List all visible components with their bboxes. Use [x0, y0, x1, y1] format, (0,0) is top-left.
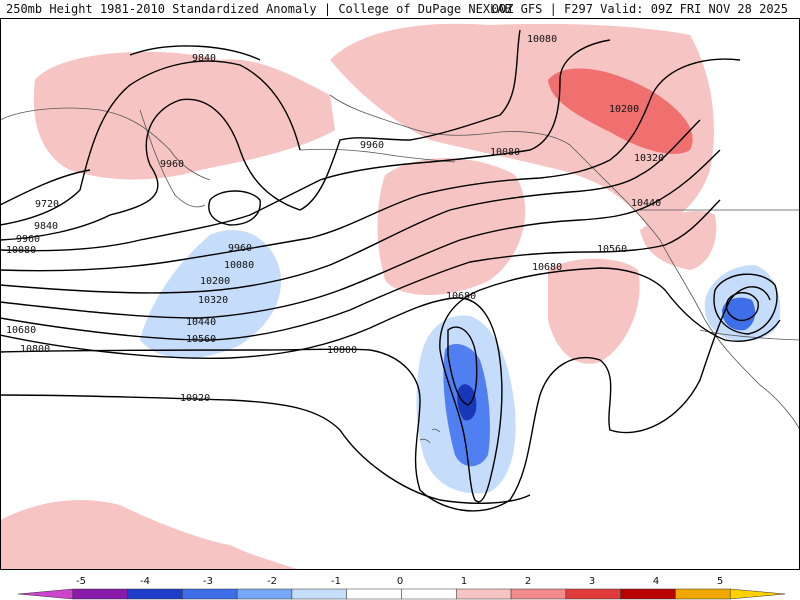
colorbar-swatch: [729, 588, 786, 600]
colorbar-swatch: [565, 588, 621, 600]
contour-low-east-2: [713, 273, 778, 335]
colorbar-swatch: [456, 588, 512, 600]
colorbar-tick-label: -3: [203, 576, 213, 587]
contour-9720: [0, 169, 91, 206]
contour-label: 10200: [200, 276, 230, 287]
contour-label: 10560: [186, 334, 216, 345]
border-us-mexico: [699, 329, 800, 341]
positive-anomaly-region-northwest: [33, 51, 336, 180]
anomaly-colorbar: -5 -4 -3 -2 -1 0 1 2 3 4 5: [17, 576, 786, 600]
colorbar-swatch: [620, 588, 676, 600]
contour-9840-top: [129, 45, 261, 61]
contour-label-group: 9840 9960 9720 9840 9960 10080 9960 1008…: [6, 34, 664, 404]
colorbar-tick-label: -1: [331, 576, 341, 587]
contour-10080-west: [0, 39, 611, 252]
contour-label: 10680: [532, 262, 562, 273]
colorbar-swatch: [675, 588, 731, 600]
colorbar-tick-label: 0: [397, 576, 403, 587]
colorbar-swatch: [17, 588, 74, 600]
map-title: 250mb Height 1981-2010 Standardized Anom…: [6, 2, 512, 16]
colorbar-tick-label: -2: [267, 576, 277, 587]
negative-anomaly-region-west: [140, 230, 281, 359]
colorbar-swatch: [236, 588, 293, 600]
positive-anomaly-region-east: [548, 258, 640, 364]
colorbar-tick-label: -5: [76, 576, 86, 587]
contour-low-center: [447, 326, 478, 406]
contour-label: 10560: [597, 244, 627, 255]
contour-low-east-1: [725, 292, 759, 322]
contour-label: 10800: [20, 344, 50, 355]
contour-label: 10680: [446, 291, 476, 302]
colorbar-tick-label: 1: [461, 576, 467, 587]
contour-label: 9960: [360, 140, 384, 151]
contour-10920: [0, 394, 531, 504]
colorbar-swatch: [401, 588, 457, 600]
colorbar-swatches: [17, 588, 786, 600]
positive-anomaly-region-central: [377, 158, 526, 295]
contour-9840-west: [0, 60, 301, 226]
model-run-info: 00Z GFS | F297 Valid: 09Z FRI NOV 28 202…: [491, 2, 788, 16]
contour-label: 9960: [160, 159, 184, 170]
contour-10440: [0, 149, 721, 319]
contour-label: 10440: [186, 317, 216, 328]
colorbar-tick-label: -4: [140, 576, 150, 587]
colorbar-tick-labels: -5 -4 -3 -2 -1 0 1 2 3 4 5: [76, 576, 723, 587]
coastline-alaska: [329, 94, 800, 431]
colorbar-tick-label: 3: [589, 576, 595, 587]
coastline-aleutians: [299, 148, 456, 163]
coastline-hawaii: [419, 428, 441, 444]
contour-label: 10080: [6, 245, 36, 256]
contour-label: 9960: [228, 243, 252, 254]
positive-anomaly-region-coast: [640, 210, 717, 270]
positive-anomaly-shading: [0, 23, 717, 570]
anomaly-map: 9840 9960 9720 9840 9960 10080 9960 1008…: [0, 18, 800, 570]
contour-10200: [0, 58, 741, 272]
colorbar-swatch: [182, 588, 238, 600]
contour-label: 10080: [490, 147, 520, 158]
contour-10800: [0, 286, 771, 512]
contour-10680: [0, 267, 781, 503]
contour-label: 10800: [327, 345, 357, 356]
contour-label: 9840: [192, 53, 216, 64]
contour-label: 10920: [180, 393, 210, 404]
contour-closed-low-west: [208, 190, 261, 226]
positive-anomaly-region-southwest: [0, 500, 300, 570]
contour-label: 10320: [634, 153, 664, 164]
colorbar-swatch: [291, 588, 347, 600]
contour-10560: [0, 199, 721, 341]
contour-label: 10080: [224, 260, 254, 271]
negative-anomaly-deep-center: [457, 384, 477, 421]
colorbar-tick-label: 2: [525, 576, 531, 587]
contour-10320: [0, 119, 701, 294]
colorbar-tick-label: 4: [653, 576, 659, 587]
negative-anomaly-core-east: [722, 297, 756, 331]
coastline-siberia: [0, 107, 211, 181]
contour-label: 10440: [631, 198, 661, 209]
contour-label: 9840: [34, 221, 58, 232]
colorbar-tick-label: 5: [717, 576, 723, 587]
contour-label: 9960: [16, 234, 40, 245]
contour-label: 10200: [609, 104, 639, 115]
contour-label: 9720: [35, 199, 59, 210]
contour-9960-west: [0, 29, 521, 241]
positive-anomaly-region-north: [330, 23, 714, 230]
contour-label: 10680: [6, 325, 36, 336]
colorbar-swatch: [72, 588, 128, 600]
colorbar-swatch: [346, 588, 402, 600]
contour-label: 10080: [527, 34, 557, 45]
strong-positive-anomaly-region: [548, 68, 693, 154]
colorbar-swatch: [127, 588, 183, 600]
contour-label: 10320: [198, 295, 228, 306]
height-contours: [0, 29, 781, 512]
colorbar-swatch: [510, 588, 567, 600]
